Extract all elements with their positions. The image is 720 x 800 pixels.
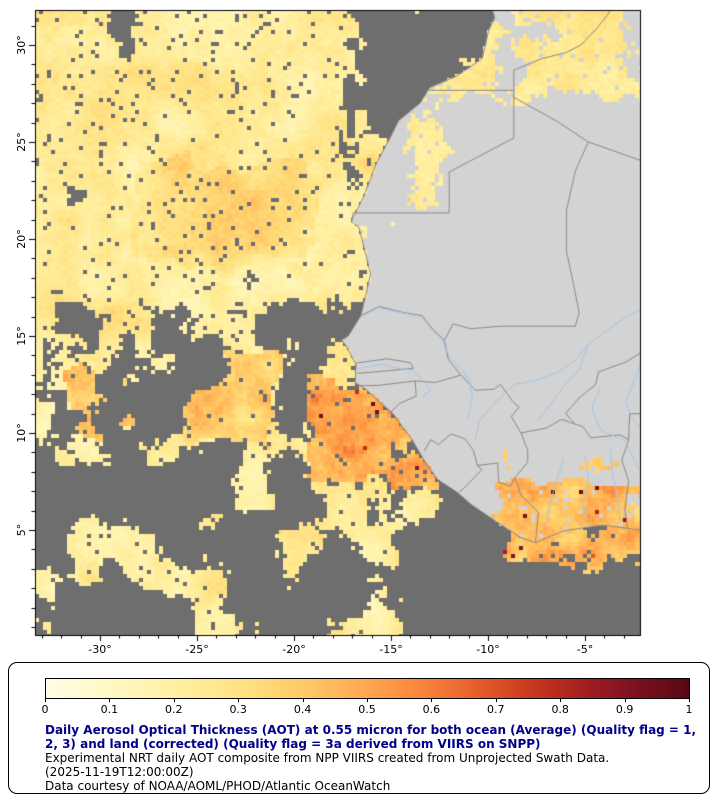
lon-axis-label: -20° [282, 643, 306, 656]
lon-axis-label: -25° [185, 643, 209, 656]
colorbar-tick [495, 699, 497, 702]
legend-box: 0 0.1 0.2 0.3 0.4 0.5 0.6 0.7 0.8 0.9 1 Daily Aero… [8, 662, 710, 794]
lat-axis-label: 25° [15, 132, 28, 152]
legend-description: Experimental NRT daily AOT composite fro… [45, 751, 610, 765]
legend-text-block: Daily Aerosol Optical Thickness (AOT) at… [45, 723, 697, 793]
colorbar-tick-label: 0.7 [487, 703, 505, 716]
lat-axis-label: 10° [15, 423, 28, 443]
legend-credit: Data courtesy of NOAA/AOML/PHOD/Atlantic… [45, 779, 391, 793]
colorbar-tick-label: 0.3 [229, 703, 247, 716]
colorbar-tick [560, 699, 562, 702]
lon-axis-label: -5° [576, 643, 594, 656]
colorbar-tick-label: 0.4 [293, 703, 312, 716]
lat-axis-label: 30° [15, 35, 28, 55]
aot-colorbar [45, 678, 690, 699]
legend-timestamp: (2025-11-19T12:00:00Z) [45, 765, 194, 779]
colorbar-tick [238, 699, 240, 702]
lat-axis-label: 15° [15, 326, 28, 346]
lon-axis-label: -15° [379, 643, 403, 656]
lon-axis-label: -10° [476, 643, 500, 656]
aot-map-canvas [0, 0, 720, 660]
colorbar-tick-label: 1 [685, 703, 693, 716]
colorbar-tick-label: 0.5 [358, 703, 376, 716]
colorbar-tick-label: 0.6 [422, 703, 441, 716]
colorbar-area: 0 0.1 0.2 0.3 0.4 0.5 0.6 0.7 0.8 0.9 1 [42, 678, 693, 722]
colorbar-tick-label: 0.1 [100, 703, 119, 716]
colorbar-tick-label: 0 [41, 703, 49, 716]
legend-title: Daily Aerosol Optical Thickness (AOT) at… [45, 723, 697, 751]
colorbar-tick [624, 699, 626, 702]
colorbar-tick [173, 699, 175, 702]
colorbar-tick [45, 699, 46, 702]
lon-axis-label: -30° [88, 643, 112, 656]
colorbar-tick [302, 699, 304, 702]
colorbar-tick-label: 0.8 [551, 703, 569, 716]
colorbar-tick-label: 0.2 [165, 703, 183, 716]
colorbar-tick [109, 699, 111, 702]
colorbar-tick [367, 699, 368, 702]
colorbar-tick-label: 0.9 [615, 703, 634, 716]
colorbar-tick [689, 699, 690, 702]
lat-axis-label: 20° [15, 229, 28, 249]
lat-axis-label: 5° [15, 523, 28, 537]
colorbar-tick [431, 699, 433, 702]
